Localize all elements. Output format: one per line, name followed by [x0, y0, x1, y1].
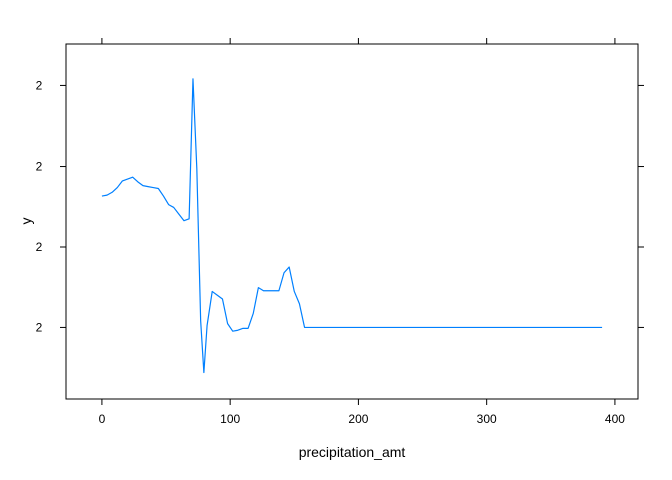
x-tick-label-2: 200: [348, 412, 368, 426]
y-tick-label-2: 2: [36, 240, 43, 254]
y-axis-label: y: [18, 218, 34, 225]
y-tick-label-1: 2: [36, 160, 43, 174]
x-tick-label-3: 300: [477, 412, 497, 426]
plot-frame: [65, 43, 639, 400]
x-tick-label-0: 0: [99, 412, 106, 426]
y-axis-ticks: 2 2 2 2: [36, 78, 644, 334]
series-line: [101, 78, 603, 374]
x-axis-ticks: 0 100 200 300 400: [99, 38, 625, 426]
y-tick-label-0: 2: [36, 78, 43, 92]
x-axis-label: precipitation_amt: [299, 444, 406, 460]
x-tick-label-4: 400: [605, 412, 625, 426]
y-tick-label-3: 2: [36, 320, 43, 334]
x-tick-label-1: 100: [220, 412, 240, 426]
